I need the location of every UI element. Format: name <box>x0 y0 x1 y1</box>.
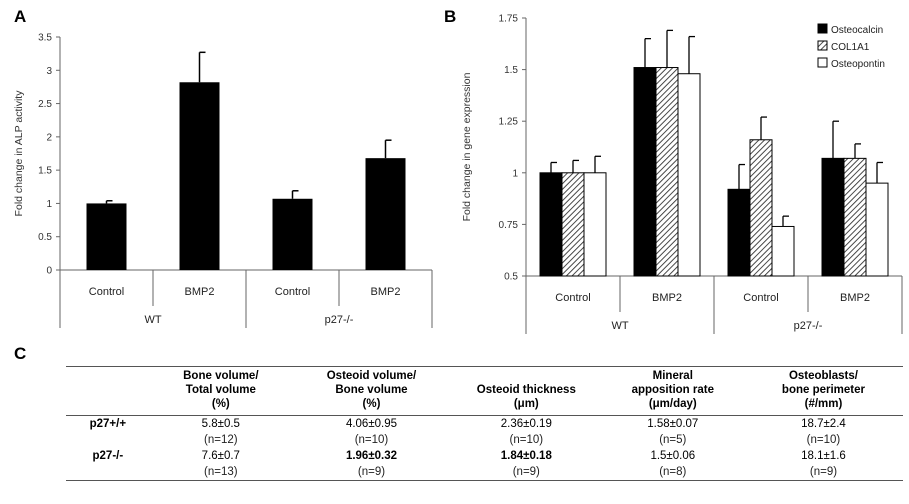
legend-label: COL1A1 <box>831 42 870 53</box>
column-header <box>66 366 150 416</box>
x-group-label: WT <box>611 320 628 332</box>
table-cell-value: 18.1±1.6 <box>801 450 846 462</box>
y-tick-label: 1.5 <box>38 166 52 177</box>
table-cell-n: (n=12) <box>204 434 238 446</box>
table-cell-value: 1.58±0.07 <box>647 418 699 430</box>
y-tick-label: 3 <box>46 66 52 77</box>
table-row-n: (n=13) (n=9) (n=9) (n=8) (n=9) <box>66 464 903 481</box>
table-row-n: (n=12) (n=10) (n=10) (n=5) (n=10) <box>66 432 903 448</box>
x-category-label: BMP2 <box>371 286 401 298</box>
bar <box>365 158 406 270</box>
bar-osteopontin <box>771 225 795 277</box>
table-header-row: Bone volume/Total volume (%) Osteoid volum… <box>66 366 903 416</box>
bar-osteopontin <box>677 73 701 277</box>
table-cell-n: (n=8) <box>601 464 744 481</box>
table-cell-n: (n=13) <box>149 464 292 481</box>
bar-osteocalcin <box>727 188 751 277</box>
column-header: Bone volume/Total volume (%) <box>149 366 292 416</box>
table-cell-n: (n=10) <box>806 434 841 446</box>
x-category-label: Control <box>89 286 124 298</box>
panel-label-b: B <box>444 7 456 26</box>
bar <box>86 203 127 270</box>
table-panel: C Bone volume/Total volume (%) Osteoid vol… <box>0 342 909 504</box>
bar-osteocalcin <box>539 172 563 277</box>
bar-osteocalcin <box>633 67 657 277</box>
x-category-label: BMP2 <box>840 292 870 304</box>
legend-swatch <box>817 23 828 34</box>
table-row: p27-/- 7.6±0.7 1.96±0.32 1.84±0.18 1.5±0.06 1… <box>66 448 903 464</box>
y-axis-label: Fold change in gene expression <box>461 72 473 221</box>
table-cell-n: (n=9) <box>291 464 451 481</box>
legend-label: Osteocalcin <box>831 25 883 36</box>
table-cell-value: 5.8±0.5 <box>201 418 240 430</box>
x-group-label: p27-/- <box>325 314 354 326</box>
legend-swatch <box>817 40 828 51</box>
table-cell-n: (n=5) <box>659 434 687 446</box>
y-tick-label: 1 <box>46 199 52 210</box>
histomorphometry-table: Bone volume/Total volume (%) Osteoid volum… <box>66 366 903 481</box>
table-cell-value: 1.5±0.06 <box>650 450 696 462</box>
blank-cell <box>66 464 150 481</box>
x-group-label: p27-/- <box>794 320 823 332</box>
bar-col1a1 <box>655 67 679 277</box>
row-label: p27-/- <box>92 450 124 462</box>
y-tick-label: 2.5 <box>38 99 52 110</box>
column-header: Osteoid volume/Bone volume (%) <box>291 366 451 416</box>
y-tick-label: 1.75 <box>499 14 519 25</box>
table-row: p27+/+ 5.8±0.5 4.06±0.95 2.36±0.19 1.58±0.07… <box>66 416 903 433</box>
table-cell-value: 1.84±0.18 <box>500 450 552 462</box>
y-tick-label: 0 <box>46 266 52 277</box>
column-header: Osteoblasts/bone perimeter (#/mm) <box>743 366 903 416</box>
table-cell-value: 2.36±0.19 <box>500 418 552 430</box>
bar-col1a1 <box>561 172 585 277</box>
y-tick-label: 1 <box>512 168 518 179</box>
x-category-label: Control <box>275 286 310 298</box>
y-tick-label: 0.5 <box>504 272 518 283</box>
y-tick-label: 1.25 <box>499 117 519 128</box>
y-tick-label: 1.5 <box>504 65 518 76</box>
x-category-label: Control <box>743 292 778 304</box>
column-header: Osteoid thickness (μm) <box>450 366 602 416</box>
table-cell-n: (n=9) <box>450 464 602 481</box>
y-axis-label: Fold change in ALP activity <box>13 90 25 217</box>
legend-swatch <box>817 57 828 68</box>
bar <box>179 82 220 270</box>
bar <box>272 198 313 270</box>
bar-osteopontin <box>583 172 607 277</box>
bar-col1a1 <box>749 139 773 277</box>
blank-cell <box>66 432 150 448</box>
x-group-label: WT <box>144 314 161 326</box>
row-label: p27+/+ <box>89 418 127 430</box>
y-tick-label: 0.75 <box>499 220 519 231</box>
bar-col1a1 <box>843 157 867 277</box>
table-cell-n: (n=10) <box>354 434 389 446</box>
panel-label-a: A <box>14 7 26 26</box>
panel-label-c: C <box>14 344 27 363</box>
legend-label: Osteopontin <box>831 59 885 70</box>
chart-b: B 0.5 0.75 1 1.25 1.5 1.75 Fold change in gene… <box>444 7 903 334</box>
table-cell-n: (n=9) <box>743 464 903 481</box>
y-tick-label: 0.5 <box>38 232 52 243</box>
x-category-label: BMP2 <box>185 286 215 298</box>
table-cell-value: 4.06±0.95 <box>345 418 398 430</box>
x-category-label: BMP2 <box>652 292 682 304</box>
table-cell-value: 7.6±0.7 <box>201 450 240 462</box>
x-category-label: Control <box>555 292 590 304</box>
column-header: Mineral apposition rate (μm/day) <box>601 366 744 416</box>
table-cell-value: 1.96±0.32 <box>345 450 398 462</box>
bar-osteocalcin <box>821 157 845 277</box>
table-cell-value: 18.7±2.4 <box>801 418 846 430</box>
y-tick-label: 3.5 <box>38 33 52 44</box>
y-tick-label: 2 <box>46 132 52 143</box>
bar-osteopontin <box>865 182 889 277</box>
table-cell-n: (n=10) <box>509 434 544 446</box>
chart-a: A 0 0.5 1 1.5 2 2.5 3 3.5 Fold change in ALP act… <box>13 7 433 328</box>
